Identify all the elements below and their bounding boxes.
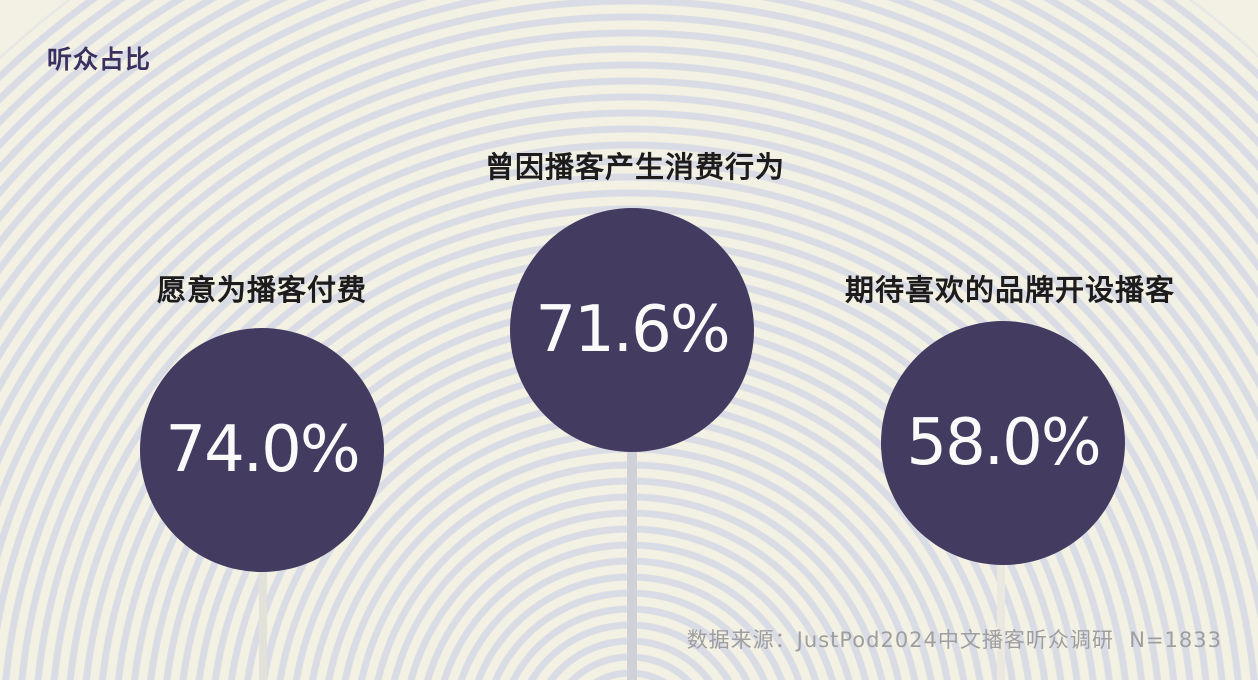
source-note: 数据来源：JustPod2024中文播客听众调研 N=1833 [686,628,1222,652]
chart-title: 听众占比 [47,45,152,74]
value-circle-brand-podcast: 58.0% [881,321,1125,565]
value-circle-consumption: 71.6% [510,208,754,452]
value-circle-pay-willingness: 74.0% [140,328,384,572]
stem-center [627,438,637,680]
value-text-pay-willingness: 74.0% [165,413,360,487]
category-label-brand-podcast: 期待喜欢的品牌开设播客 [844,273,1175,307]
stem-right [997,553,1005,680]
category-label-consumption: 曾因播客产生消费行为 [484,150,785,184]
stem-left [259,558,267,680]
category-label-pay-willingness: 愿意为播客付费 [156,273,367,307]
value-text-consumption: 71.6% [535,293,730,367]
value-text-brand-podcast: 58.0% [906,406,1101,480]
